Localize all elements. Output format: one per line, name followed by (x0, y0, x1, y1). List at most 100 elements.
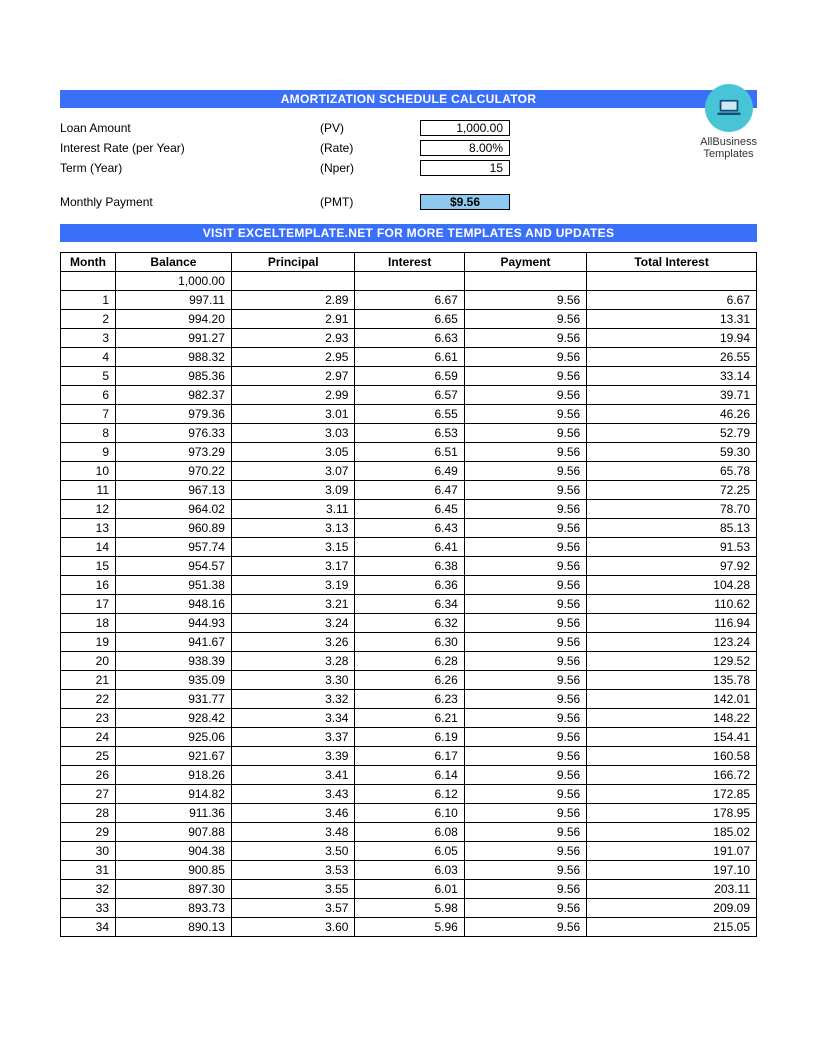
cell: 9.56 (464, 823, 586, 842)
cell: 9.56 (464, 766, 586, 785)
cell: 3.15 (231, 538, 355, 557)
cell: 3.28 (231, 652, 355, 671)
table-row: 3991.272.936.639.5619.94 (61, 329, 757, 348)
cell: 85.13 (587, 519, 757, 538)
table-row: 11967.133.096.479.5672.25 (61, 481, 757, 500)
initial-balance-row: 1,000.00 (61, 272, 757, 291)
table-row: 2994.202.916.659.5613.31 (61, 310, 757, 329)
cell: 6.23 (355, 690, 464, 709)
cell: 6 (61, 386, 116, 405)
col-total-interest: Total Interest (587, 253, 757, 272)
cell: 931.77 (116, 690, 232, 709)
table-row: 14957.743.156.419.5691.53 (61, 538, 757, 557)
cell: 3.32 (231, 690, 355, 709)
cell: 938.39 (116, 652, 232, 671)
rate-abbr: (Rate) (320, 141, 420, 155)
cell: 20 (61, 652, 116, 671)
cell: 3.48 (231, 823, 355, 842)
cell: 985.36 (116, 367, 232, 386)
cell: 904.38 (116, 842, 232, 861)
cell: 6.57 (355, 386, 464, 405)
cell: 13 (61, 519, 116, 538)
cell: 994.20 (116, 310, 232, 329)
pmt-label: Monthly Payment (60, 195, 320, 209)
cell: 178.95 (587, 804, 757, 823)
cell: 160.58 (587, 747, 757, 766)
term-value[interactable]: 15 (420, 160, 510, 176)
cell: 4 (61, 348, 116, 367)
cell: 911.36 (116, 804, 232, 823)
cell: 6.10 (355, 804, 464, 823)
cell: 3.11 (231, 500, 355, 519)
rate-value[interactable]: 8.00% (420, 140, 510, 156)
cell: 976.33 (116, 424, 232, 443)
cell: 9.56 (464, 557, 586, 576)
cell: 6.34 (355, 595, 464, 614)
cell: 9.56 (464, 500, 586, 519)
cell: 6.08 (355, 823, 464, 842)
cell: 6.19 (355, 728, 464, 747)
cell: 9 (61, 443, 116, 462)
col-balance: Balance (116, 253, 232, 272)
cell: 26.55 (587, 348, 757, 367)
cell: 3.34 (231, 709, 355, 728)
cell: 954.57 (116, 557, 232, 576)
table-row: 33893.733.575.989.56209.09 (61, 899, 757, 918)
cell: 3.03 (231, 424, 355, 443)
cell: 22 (61, 690, 116, 709)
cell: 21 (61, 671, 116, 690)
cell: 9.56 (464, 310, 586, 329)
cell: 957.74 (116, 538, 232, 557)
cell: 185.02 (587, 823, 757, 842)
cell: 142.01 (587, 690, 757, 709)
cell: 9.56 (464, 918, 586, 937)
visit-banner[interactable]: VISIT EXCELTEMPLATE.NET FOR MORE TEMPLAT… (60, 224, 757, 242)
cell: 9.56 (464, 861, 586, 880)
cell: 6.26 (355, 671, 464, 690)
cell: 3.46 (231, 804, 355, 823)
cell: 166.72 (587, 766, 757, 785)
cell: 6.67 (587, 291, 757, 310)
cell: 967.13 (116, 481, 232, 500)
table-row: 20938.393.286.289.56129.52 (61, 652, 757, 671)
cell: 979.36 (116, 405, 232, 424)
cell: 9.56 (464, 367, 586, 386)
cell: 13.31 (587, 310, 757, 329)
cell: 52.79 (587, 424, 757, 443)
cell: 9.56 (464, 690, 586, 709)
cell: 973.29 (116, 443, 232, 462)
cell: 9.56 (464, 842, 586, 861)
cell: 921.67 (116, 747, 232, 766)
amortization-table: Month Balance Principal Interest Payment… (60, 252, 757, 937)
cell: 12 (61, 500, 116, 519)
cell: 9.56 (464, 481, 586, 500)
brand-logo[interactable]: AllBusiness Templates (700, 84, 757, 160)
cell: 197.10 (587, 861, 757, 880)
cell: 6.28 (355, 652, 464, 671)
cell: 25 (61, 747, 116, 766)
cell: 23 (61, 709, 116, 728)
cell: 9.56 (464, 614, 586, 633)
cell: 3.19 (231, 576, 355, 595)
cell: 32 (61, 880, 116, 899)
cell: 9.56 (464, 747, 586, 766)
cell: 907.88 (116, 823, 232, 842)
cell: 2.99 (231, 386, 355, 405)
table-row: 30904.383.506.059.56191.07 (61, 842, 757, 861)
cell: 9.56 (464, 405, 586, 424)
cell: 6.59 (355, 367, 464, 386)
cell: 15 (61, 557, 116, 576)
cell: 6.67 (355, 291, 464, 310)
cell: 172.85 (587, 785, 757, 804)
table-row: 31900.853.536.039.56197.10 (61, 861, 757, 880)
cell: 982.37 (116, 386, 232, 405)
loan-value[interactable]: 1,000.00 (420, 120, 510, 136)
cell: 948.16 (116, 595, 232, 614)
cell: 941.67 (116, 633, 232, 652)
cell: 14 (61, 538, 116, 557)
cell: 918.26 (116, 766, 232, 785)
cell: 10 (61, 462, 116, 481)
cell: 9.56 (464, 538, 586, 557)
cell: 2.89 (231, 291, 355, 310)
table-row: 32897.303.556.019.56203.11 (61, 880, 757, 899)
